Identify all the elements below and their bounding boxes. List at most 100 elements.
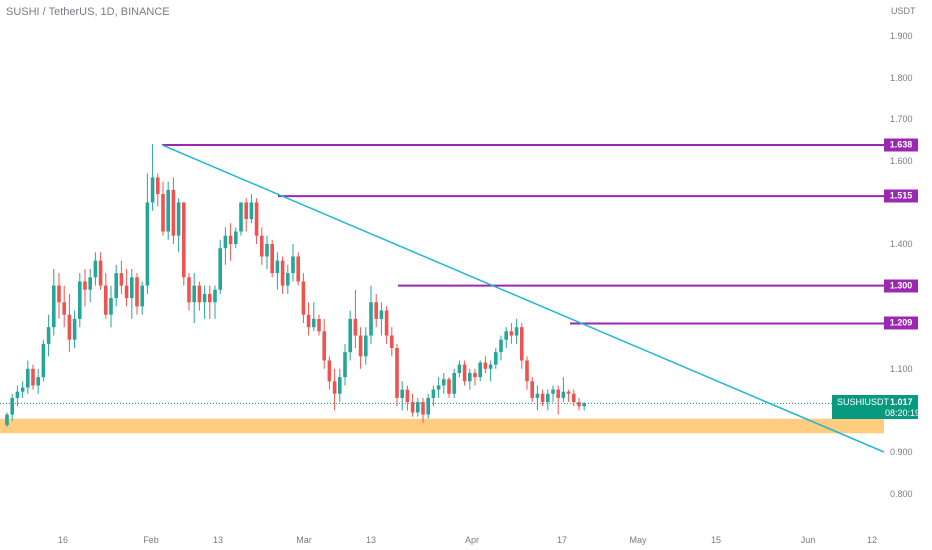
candle-body [384,310,389,336]
candle-body [348,318,352,353]
candle [202,285,207,319]
candle-body [280,260,285,286]
candle [10,393,14,421]
candle [223,227,228,265]
candle [182,202,186,286]
x-tick-label: Mar [296,535,312,545]
candle-body [561,391,566,398]
candle [57,273,61,319]
candle [468,368,472,390]
candle-body [436,385,441,390]
candle-body [98,260,103,286]
candle-body [353,318,358,336]
candle-body [442,379,446,386]
candle-body [431,389,436,398]
candle [312,302,316,332]
candle [166,181,170,240]
candle-body [15,391,20,398]
candle [338,368,342,403]
candle-body [452,372,456,394]
candle [379,302,384,336]
candle [301,273,306,324]
candle [374,293,378,328]
candle-body [379,310,384,319]
candle-body [104,285,108,315]
candle [416,397,420,417]
level-price-badge: 1.515 [884,189,918,203]
candle-body [410,402,415,413]
candle [36,368,40,394]
candle-body [494,352,498,365]
candle [176,198,181,253]
candle-body [145,202,150,286]
candle-body [41,343,46,378]
chart-title: SUSHI / TetherUS, 1D, BINANCE [6,6,170,18]
candle [358,327,363,369]
candle [348,310,352,361]
candle [390,327,394,357]
candle-body [296,256,300,282]
candle [504,327,508,348]
candle [83,268,87,307]
candle [145,173,150,294]
candle [135,273,139,315]
candle-body [218,248,222,290]
candle [530,377,534,403]
candle [436,377,441,398]
candle [254,198,259,244]
candle [561,377,566,403]
candle [452,368,456,398]
price-unit-label: USDT [891,6,916,16]
candle-body [400,389,404,398]
candle [192,273,196,324]
level-price-badge: 1.209 [884,316,918,330]
candle [20,381,25,398]
candle-body [395,348,399,398]
candle-body [483,362,488,369]
candle [546,389,550,411]
descending-trendline[interactable] [161,144,885,453]
candle [270,239,274,278]
x-tick-label: 16 [57,535,69,545]
candle [291,244,295,282]
candle-body [556,389,560,398]
candle [72,310,77,348]
candle [431,385,436,407]
candle [483,356,488,373]
candle-body [171,189,176,236]
candle-body [114,273,118,299]
candle-body [208,293,212,303]
candle [332,368,337,411]
candle [109,285,113,328]
candle [187,273,191,311]
candle-body [488,364,493,369]
candle-body [468,372,472,382]
y-tick-label: 1.800 [890,72,913,83]
candle-body [338,377,342,394]
candle-body [358,335,363,357]
candle-body [265,244,269,257]
candle-body [405,389,410,403]
candle [384,306,389,344]
candle-body [57,285,61,303]
candle [494,348,498,369]
candle-body [306,314,311,328]
candle [161,181,165,236]
candle [218,239,222,294]
candle-body [535,393,540,398]
candle [369,285,373,344]
candle [509,323,514,344]
candle-body [130,277,134,299]
candle [98,252,103,290]
candle-body [509,331,514,336]
candle [249,194,254,224]
candle-body [478,362,482,378]
symbol-label: SUSHIUSDT [837,397,890,407]
candle [62,285,66,328]
candle-body [234,231,238,244]
candle [119,260,124,294]
candle [280,256,285,294]
candle [499,335,503,361]
candle-body [31,368,35,386]
